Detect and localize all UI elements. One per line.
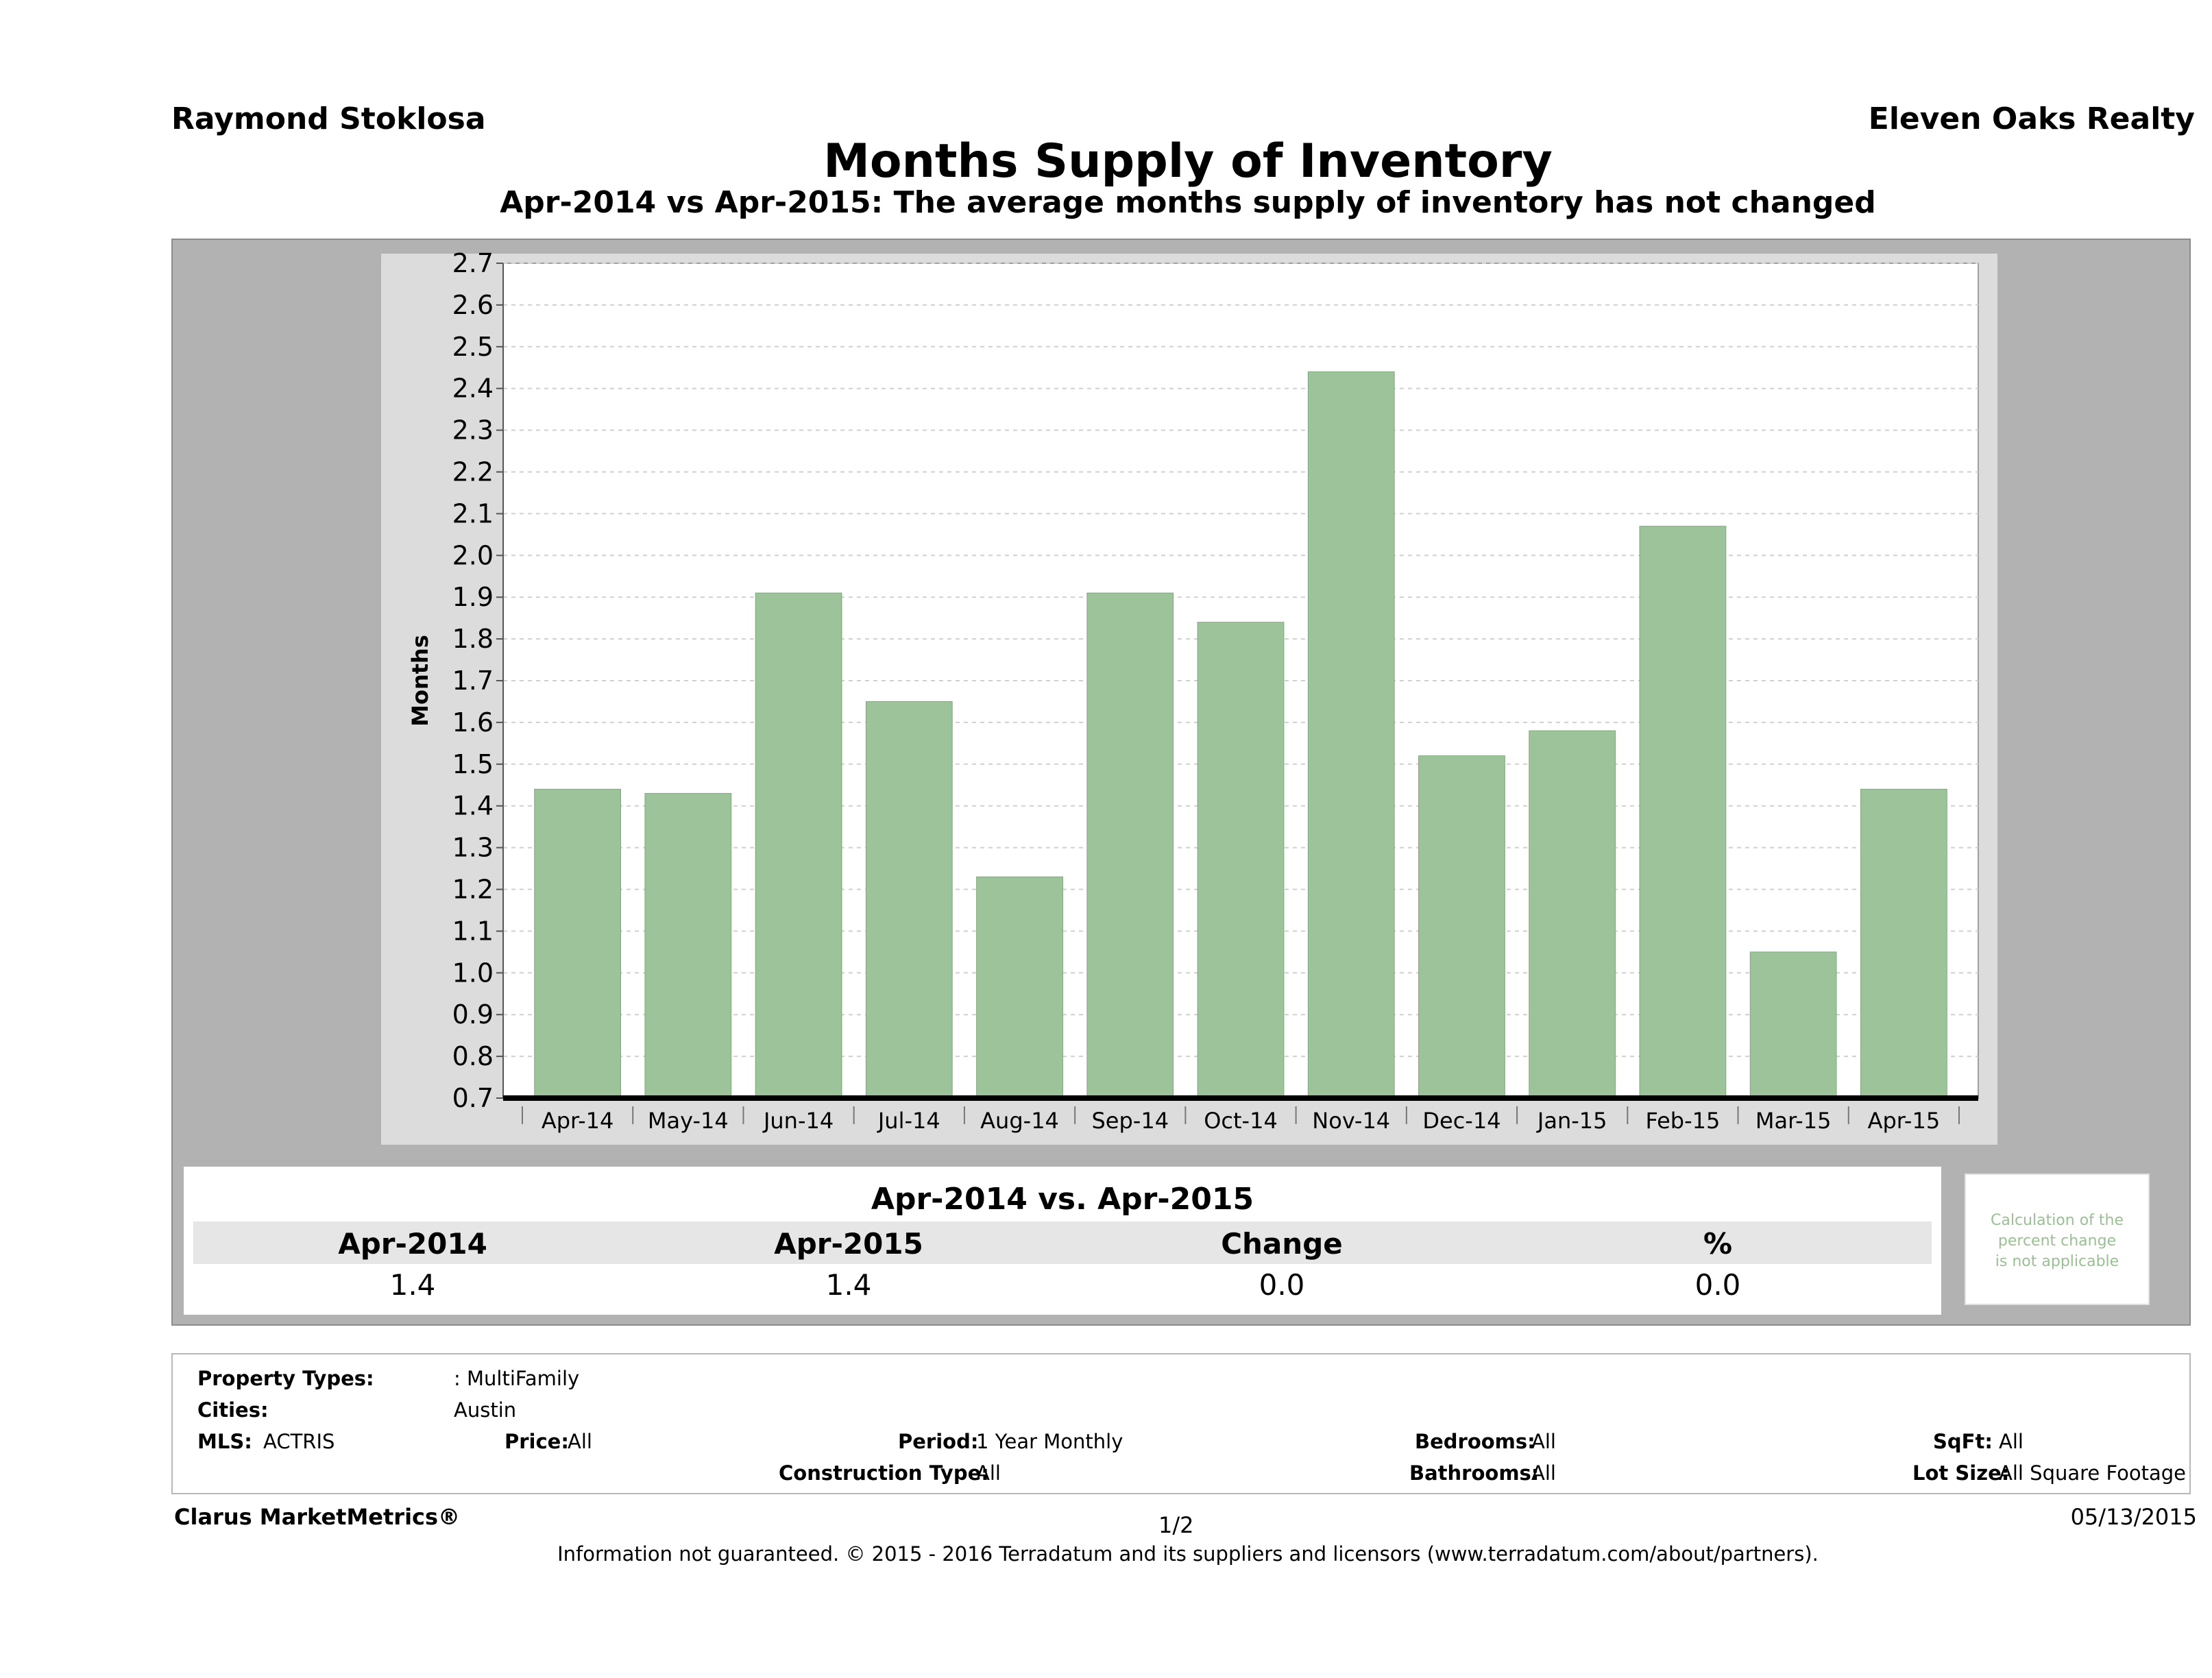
comparison-header: Apr-2015 <box>774 1227 923 1261</box>
x-tick-label: Feb-15 <box>1645 1108 1720 1134</box>
construction-type-label: Construction Type: <box>779 1461 989 1485</box>
lot-size-label: Lot Size: <box>1912 1461 2010 1485</box>
x-tick-label: Sep-14 <box>1091 1108 1169 1134</box>
x-tick-label: Jan-15 <box>1536 1108 1607 1134</box>
comparison-table: Apr-2014 vs. Apr-2015 Apr-2014 Apr-2015 … <box>184 1167 1941 1315</box>
y-tick-label: 1.8 <box>452 624 494 654</box>
bars <box>534 371 1947 1099</box>
y-tick-label: 2.4 <box>452 374 494 404</box>
bedrooms-value: All <box>1531 1430 1556 1453</box>
comparison-value: 0.0 <box>1259 1268 1305 1302</box>
grid-lines <box>503 263 1978 1099</box>
comparison-header: Apr-2014 <box>338 1227 487 1261</box>
y-tick-label: 2.0 <box>452 540 494 570</box>
y-tick-label: 1.0 <box>452 958 494 988</box>
chart-subtitle: Apr-2014 vs Apr-2015: The average months… <box>500 185 1876 220</box>
price-label: Price: <box>505 1430 569 1453</box>
bar <box>1197 622 1285 1099</box>
y-tick-label: 1.6 <box>452 707 494 738</box>
y-tick-label: 2.3 <box>452 415 494 446</box>
bar <box>1860 788 1947 1099</box>
property-types-label: Property Types: <box>197 1367 374 1390</box>
percent-change-note: Calculation of the percent change is not… <box>1965 1174 2150 1305</box>
y-axis-label: Months <box>407 635 433 727</box>
y-axis: 0.7 0.8 0.9 1.0 1.1 1.2 1.3 1.4 1.5 1.6 1.7 1.8 1.9 2… <box>452 248 504 1113</box>
mls-value: ACTRIS <box>263 1430 335 1453</box>
y-tick-label: 1.3 <box>452 833 494 863</box>
comparison-header: % <box>1703 1227 1733 1261</box>
price-value: All <box>568 1430 592 1453</box>
y-tick-label: 0.9 <box>452 999 494 1030</box>
y-tick-label: 0.7 <box>452 1083 494 1113</box>
comparison-title: Apr-2014 vs. Apr-2015 <box>871 1182 1254 1217</box>
report-date: 05/13/2015 <box>2070 1504 2197 1530</box>
y-tick-label: 1.1 <box>452 916 494 946</box>
x-tick-label: Jul-14 <box>877 1108 940 1134</box>
sqft-label: SqFt: <box>1933 1430 1993 1453</box>
comparison-value: 1.4 <box>825 1268 872 1302</box>
comparison-value: 1.4 <box>389 1268 436 1302</box>
x-tick-label: Apr-15 <box>1868 1108 1941 1134</box>
period-value: 1 Year Monthly <box>976 1430 1123 1453</box>
y-tick-label: 1.5 <box>452 749 494 779</box>
bar <box>1418 755 1505 1099</box>
x-tick-label: May-14 <box>648 1108 729 1134</box>
filter-summary: Property Types: : MultiFamily Cities: Au… <box>171 1353 2191 1494</box>
y-tick-label: 2.7 <box>452 248 494 278</box>
bar <box>1749 951 1837 1099</box>
page-number: 1/2 <box>1158 1512 1194 1538</box>
bar <box>534 788 621 1099</box>
x-tick-label: Jun-14 <box>762 1108 834 1134</box>
lot-size-value: All Square Footage <box>1999 1461 2187 1485</box>
x-tick-label: Nov-14 <box>1312 1108 1390 1134</box>
bar <box>1529 730 1616 1099</box>
x-tick-label: Apr-14 <box>542 1108 614 1134</box>
y-tick-label: 2.1 <box>452 498 494 528</box>
bar <box>755 592 842 1099</box>
x-tick-label: Dec-14 <box>1422 1108 1500 1134</box>
disclaimer: Information not guaranteed. © 2015 - 201… <box>557 1542 1819 1566</box>
bar <box>1639 526 1727 1099</box>
bathrooms-label: Bathrooms: <box>1409 1461 1540 1485</box>
y-tick-label: 0.8 <box>452 1041 494 1071</box>
bar-chart: 0.7 0.8 0.9 1.0 1.1 1.2 1.3 1.4 1.5 1.6 1.7 1.8 1.9 2… <box>407 248 1979 1134</box>
y-tick-label: 1.9 <box>452 582 494 612</box>
y-tick-label: 1.7 <box>452 666 494 696</box>
comparison-value: 0.0 <box>1694 1268 1741 1302</box>
bar <box>644 792 732 1099</box>
construction-type-value: All <box>976 1461 1001 1485</box>
comparison-value-row: 1.4 1.4 0.0 0.0 <box>193 1265 1932 1304</box>
bar <box>1086 592 1174 1099</box>
note-line: percent change <box>1997 1232 2117 1250</box>
footer-brand: Clarus MarketMetrics® <box>174 1504 461 1530</box>
bar <box>1307 371 1395 1099</box>
x-tick-label: Oct-14 <box>1204 1108 1278 1134</box>
agent-name: Raymond Stoklosa <box>171 101 486 136</box>
comparison-title-row: Apr-2014 vs. Apr-2015 <box>193 1174 1932 1220</box>
bar <box>976 876 1063 1099</box>
bathrooms-value: All <box>1531 1461 1556 1485</box>
y-tick-label: 2.5 <box>452 332 494 362</box>
cities-value: Austin <box>454 1398 517 1422</box>
mls-label: MLS: <box>197 1430 252 1453</box>
comparison-header-row: Apr-2014 Apr-2015 Change % <box>193 1221 1932 1264</box>
y-tick-label: 2.2 <box>452 457 494 487</box>
bedrooms-label: Bedrooms: <box>1415 1430 1535 1453</box>
comparison-header: Change <box>1221 1227 1343 1261</box>
cities-label: Cities: <box>197 1398 269 1422</box>
y-tick-label: 2.6 <box>452 290 494 320</box>
bar <box>865 701 953 1099</box>
y-tick-label: 1.2 <box>452 875 494 905</box>
property-types-value: : MultiFamily <box>454 1367 580 1390</box>
x-tick-label: Mar-15 <box>1755 1108 1832 1134</box>
chart-title: Months Supply of Inventory <box>823 134 1553 189</box>
sqft-value: All <box>1999 1430 2023 1453</box>
company-name: Eleven Oaks Realty <box>1868 101 2195 136</box>
period-label: Period: <box>898 1430 979 1453</box>
x-axis: Apr-14 May-14 Jun-14 Jul-14 Aug-14 Sep-14 Oct-… <box>503 1095 1978 1134</box>
note-line: is not applicable <box>1995 1253 2119 1270</box>
x-tick-label: Aug-14 <box>980 1108 1059 1134</box>
y-tick-label: 1.4 <box>452 791 494 821</box>
note-line: Calculation of the <box>1990 1212 2124 1229</box>
